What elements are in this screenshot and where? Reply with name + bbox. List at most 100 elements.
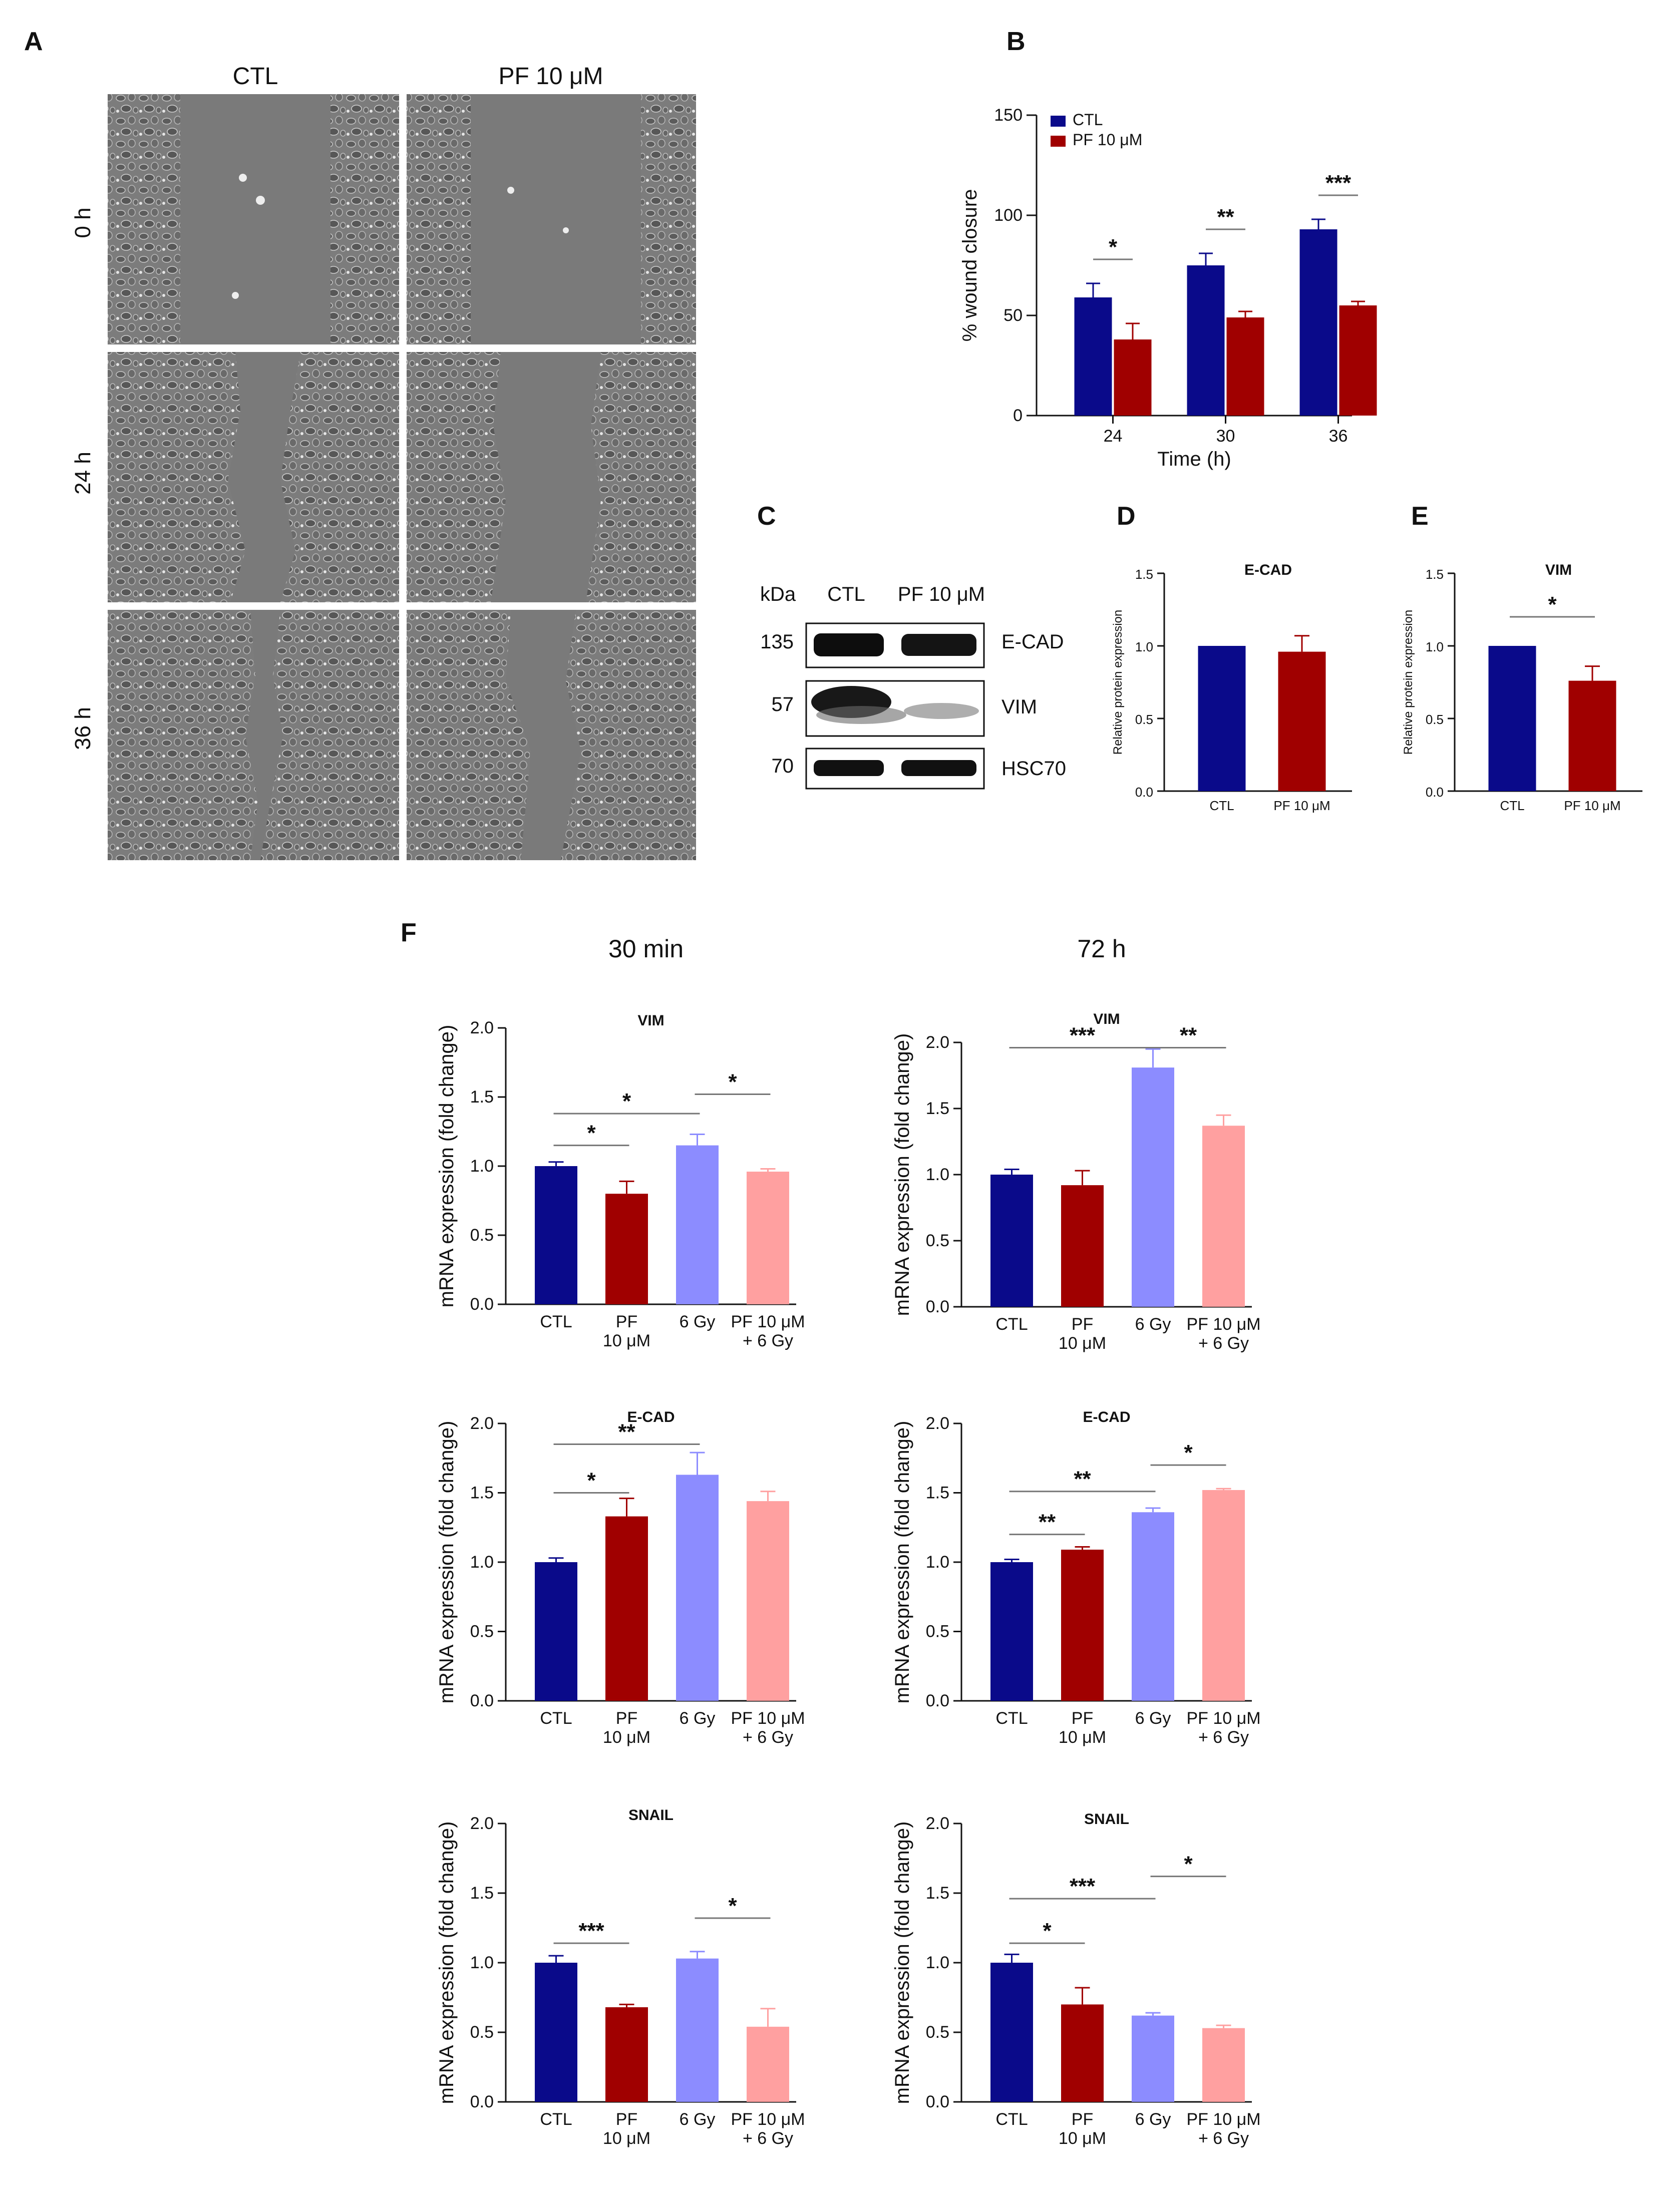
chart-d-ytick-label: 1.5	[1135, 567, 1153, 582]
chart-d-bar	[1198, 646, 1246, 791]
chart-f-ecad-30min-bar	[605, 1516, 648, 1701]
micrograph-pf-36h	[407, 610, 696, 860]
chart-f-snail-30min-sig-stars: ***	[578, 1919, 604, 1943]
blot-name-vim: VIM	[1001, 696, 1037, 718]
chart-b-xtick-label: 36	[1329, 427, 1348, 446]
chart-f-snail-30min-bar	[605, 2007, 648, 2102]
chart-f-vim-72h-bar	[990, 1175, 1033, 1307]
chart-f-ecad-72h-ytick-label: 1.0	[926, 1553, 949, 1572]
chart-e-ytick-label: 1.5	[1426, 567, 1444, 582]
blot-band-ecad-pf	[901, 634, 976, 656]
chart-d-ytick-label: 1.0	[1135, 639, 1153, 654]
blot-unit-kda: kDa	[760, 583, 796, 605]
chart-e-y-axis-title: Relative protein expression	[1402, 610, 1415, 755]
chart-f-ecad-30min-ytick-label: 2.0	[470, 1414, 494, 1433]
panel-letter-a: A	[24, 27, 43, 56]
chart-f-ecad-30min-y-axis-title: mRNA expression (fold change)	[436, 1421, 458, 1704]
chart-f-vim-72h-xtick-label: + 6 Gy	[1198, 1334, 1249, 1353]
panel-a-row-24h: 24 h	[71, 452, 95, 495]
chart-f-vim-72h-xtick-label: PF	[1072, 1315, 1093, 1334]
chart-f-snail-30min-ytick-label: 2.0	[470, 1814, 494, 1833]
blot-kda-hsc70: 70	[772, 755, 794, 777]
chart-f-ecad-30min-ytick-label: 0.5	[470, 1622, 494, 1641]
chart-f-vim-72h-sig-stars: ***	[1070, 1023, 1096, 1048]
chart-f-snail-72h: 0.0 0.5 1.0 1.5 2.0 mRNA expression (fold cha…	[891, 1811, 1261, 2148]
chart-f-vim-30min-title: VIM	[637, 1012, 664, 1029]
chart-f-vim-72h-sig-stars: **	[1180, 1023, 1197, 1048]
chart-f-vim-30min-xtick-label: + 6 Gy	[743, 1331, 793, 1350]
chart-e-bar	[1488, 646, 1536, 791]
chart-b-sig-stars: **	[1217, 205, 1234, 229]
chart-f-vim-30min-bar	[676, 1145, 719, 1304]
chart-f-ecad-72h-xtick-label: CTL	[995, 1709, 1028, 1728]
chart-f-ecad-72h-xtick-label: PF	[1072, 1709, 1093, 1728]
chart-f-snail-72h-ytick-label: 0.5	[926, 2023, 949, 2042]
chart-f-ecad-30min-xtick-label: + 6 Gy	[743, 1728, 793, 1747]
chart-f-ecad-72h-title: E-CAD	[1083, 1409, 1131, 1425]
chart-f-vim-72h-xtick-label: 10 μM	[1059, 1334, 1106, 1353]
chart-f-snail-72h-xtick-label: PF 10 μM	[1186, 2110, 1260, 2129]
panel-a-row-0h: 0 h	[71, 207, 95, 238]
chart-f-snail-72h-ytick-label: 2.0	[926, 1814, 949, 1833]
blot-lane-pf: PF 10 μM	[898, 583, 985, 605]
panel-a-col-ctl: CTL	[233, 63, 278, 90]
chart-f-snail-72h-xtick-label: + 6 Gy	[1198, 2129, 1249, 2148]
chart-f-ecad-72h-bar	[1132, 1512, 1174, 1701]
panel-a: A CTL PF 10 μM 0 h 24 h 36 h	[24, 27, 696, 860]
chart-b-bar-pf	[1226, 317, 1264, 416]
chart-e-title: VIM	[1545, 562, 1572, 578]
chart-e-ytick-label: 1.0	[1426, 639, 1444, 654]
blot-band-hsc70-ctl	[814, 760, 884, 776]
chart-f-ecad-72h-bar	[1202, 1490, 1245, 1701]
chart-b-ytick-label: 0	[1013, 406, 1023, 425]
chart-f-snail-72h-xtick-label: PF	[1072, 2110, 1093, 2129]
chart-f-vim-30min-ytick-label: 0.5	[470, 1226, 494, 1245]
blot-lane-ctl: CTL	[827, 583, 865, 605]
chart-f-vim-30min-y-axis-title: mRNA expression (fold change)	[436, 1025, 458, 1308]
chart-f-ecad-72h-y-axis-title: mRNA expression (fold change)	[891, 1421, 913, 1704]
chart-d-y-axis-title: Relative protein expression	[1111, 610, 1125, 755]
chart-f-ecad-30min-bar	[747, 1501, 789, 1701]
chart-d-ecad-protein: 0.0 0.5 1.0 1.5 Relative protein expression C…	[1111, 562, 1352, 813]
panel-f-time-72h: 72 h	[1077, 935, 1126, 963]
chart-f-ecad-72h-xtick-label: 10 μM	[1059, 1728, 1106, 1747]
chart-f-vim-72h-bar	[1061, 1185, 1104, 1307]
chart-b-legend-label: PF 10 μM	[1073, 131, 1142, 149]
chart-f-ecad-30min-ytick-label: 1.0	[470, 1553, 494, 1572]
chart-f-vim-30min-xtick-label: 10 μM	[603, 1331, 650, 1350]
chart-b-xtick-label: 24	[1104, 427, 1123, 446]
chart-f-ecad-72h-ytick-label: 1.5	[926, 1484, 949, 1503]
chart-e-ytick-label: 0.0	[1426, 785, 1444, 800]
chart-f-snail-30min-xtick-label: CTL	[540, 2110, 572, 2129]
micrograph-pf-24h	[407, 352, 696, 602]
chart-e-xtick-label: PF 10 μM	[1564, 798, 1620, 813]
chart-f-vim-30min-xtick-label: 6 Gy	[680, 1312, 716, 1331]
chart-f-ecad-72h-ytick-label: 0.0	[926, 1691, 949, 1710]
chart-b-bar-pf	[1114, 339, 1152, 416]
chart-f-snail-72h-ytick-label: 1.0	[926, 1953, 949, 1972]
chart-f-ecad-30min-xtick-label: 6 Gy	[680, 1709, 716, 1728]
chart-f-ecad-30min-bar	[676, 1475, 719, 1701]
chart-f-snail-72h-bar	[1132, 2015, 1174, 2102]
chart-f-ecad-72h-sig-stars: **	[1074, 1467, 1091, 1492]
chart-f-vim-72h-title: VIM	[1093, 1011, 1120, 1027]
chart-f-ecad-30min-sig-stars: **	[618, 1420, 635, 1444]
chart-f-snail-30min-bar	[676, 1958, 719, 2102]
chart-f-vim-30min-sig-stars: *	[587, 1121, 596, 1146]
chart-b-legend-label: CTL	[1073, 111, 1103, 129]
chart-f-snail-72h-sig-stars: *	[1184, 1852, 1193, 1877]
chart-f-snail-30min-y-axis-title: mRNA expression (fold change)	[436, 1822, 458, 2104]
chart-f-snail-30min-ytick-label: 0.0	[470, 2092, 494, 2111]
chart-f-vim-30min-ytick-label: 2.0	[470, 1018, 494, 1037]
chart-f-vim-72h-ytick-label: 2.0	[926, 1033, 949, 1052]
panel-letter-c: C	[757, 502, 776, 531]
chart-b-legend-swatch	[1051, 116, 1066, 127]
panel-letter-f: F	[401, 918, 417, 947]
chart-f-ecad-30min-sig-stars: *	[587, 1469, 596, 1493]
chart-d-ytick-label: 0.5	[1135, 712, 1153, 727]
chart-f-snail-72h-bar	[990, 1963, 1033, 2102]
chart-f-vim-30min-sig-stars: *	[622, 1089, 631, 1114]
chart-f-ecad-30min-xtick-label: CTL	[540, 1709, 572, 1728]
chart-f-snail-72h-sig-stars: *	[1043, 1919, 1052, 1943]
